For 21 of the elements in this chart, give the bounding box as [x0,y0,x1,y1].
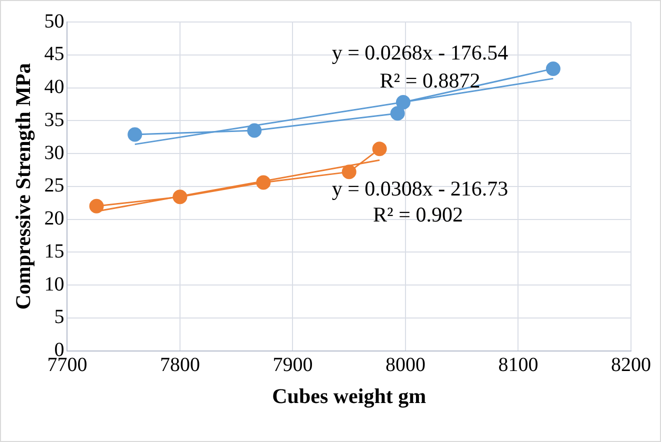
y-tick-label: 20 [44,208,64,230]
x-tick-label: 8100 [498,354,538,376]
x-axis-title: Cubes weight gm [272,384,427,408]
annotation: R² = 0.902 [373,202,463,227]
y-tick-label: 30 [44,142,64,164]
x-tick-label: 7900 [272,354,313,376]
x-tick-label: 8000 [385,354,426,376]
y-tick-label: 10 [44,273,64,296]
y-tick-label: 50 [44,10,64,32]
y-tick-label: 15 [44,240,64,262]
x-tick-label: 8200 [611,354,651,376]
annotation: y = 0.0268x - 176.54 [332,40,509,65]
annotation: R² = 0.8872 [380,68,480,93]
y-tick-label: 5 [54,306,64,328]
y-tick-label: 25 [44,174,64,197]
annotation: y = 0.0308x - 216.73 [332,176,508,201]
y-tick-label: 35 [44,108,64,131]
y-axis-title: Compressive Strength MPa [11,62,36,310]
y-tick-label: 40 [44,76,64,98]
x-tick-label: 7800 [160,354,200,376]
y-tick-label: 45 [44,43,64,66]
